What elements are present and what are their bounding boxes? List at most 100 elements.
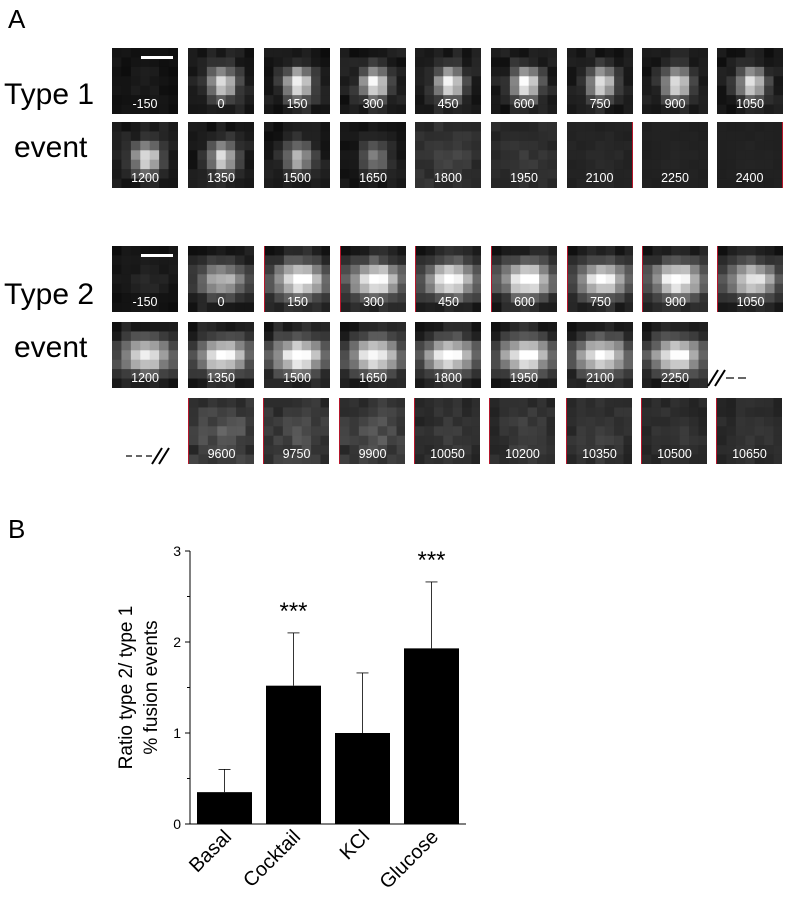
event-frame-tile: 450 xyxy=(415,48,481,114)
frame-time-label: 600 xyxy=(513,96,535,111)
granule-image xyxy=(642,322,708,388)
frame-time-label: 750 xyxy=(590,294,611,309)
frame-time-label: 2100 xyxy=(585,170,614,185)
y-tick-label: 3 xyxy=(173,543,181,559)
frame-time-label: 1200 xyxy=(131,370,159,385)
granule-image xyxy=(341,246,406,312)
granule-image xyxy=(340,398,405,464)
frame-time-label: 10650 xyxy=(732,446,767,461)
event-frame-tile: 1650 xyxy=(340,322,406,388)
granule-image xyxy=(491,48,557,114)
granule-image xyxy=(491,122,557,188)
frame-time-label: -150 xyxy=(132,96,158,111)
granule-image xyxy=(112,246,178,312)
event-frame-tile: 1200 xyxy=(112,122,178,188)
event-frame-tile: 2400 xyxy=(717,122,783,188)
granule-image xyxy=(415,398,480,464)
y-tick-label: 1 xyxy=(173,725,181,741)
granule-image xyxy=(264,122,330,188)
event-frame-tile: 150 xyxy=(264,48,330,114)
granule-image xyxy=(264,48,330,114)
x-category-label: Basal xyxy=(185,826,236,877)
frame-time-label: 10050 xyxy=(430,446,465,461)
frame-time-label: 2100 xyxy=(586,370,614,385)
frame-time-label: 1500 xyxy=(283,170,311,185)
frame-time-label: 1800 xyxy=(434,170,462,185)
y-tick-label: 2 xyxy=(173,634,181,650)
panel-a-letter: A xyxy=(8,4,26,34)
granule-image xyxy=(112,322,178,388)
significance-marker: *** xyxy=(279,598,307,625)
event-frame-tile: 1800 xyxy=(415,122,481,188)
frame-time-label: 10500 xyxy=(657,446,692,461)
event-frame-tile: 2250 xyxy=(642,322,708,388)
frame-time-label: 2400 xyxy=(735,170,764,185)
granule-image xyxy=(642,48,708,114)
event-frame-tile: 600 xyxy=(491,246,557,312)
x-category-label: Cocktail xyxy=(239,826,305,892)
frame-time-label: 1500 xyxy=(283,370,311,385)
event-frame-tile: 750 xyxy=(567,48,633,114)
granule-image xyxy=(265,246,330,312)
frame-time-label: 2250 xyxy=(661,370,689,385)
granule-image xyxy=(264,398,329,464)
granule-image xyxy=(567,398,632,464)
frame-time-label: 1950 xyxy=(510,170,538,185)
event-frame-tile: 1650 xyxy=(340,122,406,188)
granule-image xyxy=(567,322,633,388)
type1-label: Type 1 xyxy=(4,78,95,111)
event-frame-tile: 1350 xyxy=(188,322,254,388)
bar-kcl xyxy=(335,733,390,824)
granule-image xyxy=(112,48,178,114)
granule-image xyxy=(415,122,481,188)
frame-time-label: 9900 xyxy=(358,446,387,461)
frame-time-label: 900 xyxy=(665,294,686,309)
frame-time-label: 600 xyxy=(514,294,535,309)
frame-time-label: 10350 xyxy=(582,446,617,461)
event-frame-tile: 10200 xyxy=(489,398,555,464)
granule-image xyxy=(188,122,254,188)
event-frame-tile: 300 xyxy=(340,246,406,312)
granule-image xyxy=(717,48,783,114)
event-frame-tile: 10650 xyxy=(716,398,782,464)
frame-time-label: 150 xyxy=(286,96,308,111)
frame-time-label: 1650 xyxy=(359,170,387,185)
type2-event-label: event xyxy=(14,331,88,364)
granule-image xyxy=(717,122,782,188)
event-frame-tile: 600 xyxy=(491,48,557,114)
granule-image xyxy=(643,246,708,312)
scale-bar xyxy=(141,254,173,257)
frame-time-label: 1650 xyxy=(359,370,387,385)
event-frame-tile: 300 xyxy=(340,48,406,114)
event-frame-tile: 2250 xyxy=(642,122,708,188)
y-axis-label: Ratio type 2/ type 1 xyxy=(116,606,137,770)
granule-image xyxy=(416,246,481,312)
type2-label: Type 2 xyxy=(4,278,95,311)
event-frame-tile: 9600 xyxy=(188,398,254,464)
granule-image xyxy=(340,122,406,188)
event-frame-tile: -150 xyxy=(112,48,178,114)
frame-time-label: 0 xyxy=(217,294,225,309)
frame-time-label: 0 xyxy=(217,96,225,111)
panel-b-letter: B xyxy=(8,514,26,544)
frame-time-label: 1350 xyxy=(207,170,235,185)
bar-cocktail xyxy=(266,685,321,824)
event-frame-tile: 0 xyxy=(188,48,254,114)
frame-time-label: 10200 xyxy=(505,446,540,461)
event-frame-tile: 450 xyxy=(415,246,481,312)
event-frame-tile: 750 xyxy=(567,246,633,312)
granule-image xyxy=(415,48,481,114)
event-frame-tile: 1350 xyxy=(188,122,254,188)
frame-time-label: 150 xyxy=(287,294,308,309)
frame-time-label: 750 xyxy=(589,96,611,111)
event-frame-tile: 150 xyxy=(264,246,330,312)
row-break-mark-right xyxy=(707,369,746,387)
granule-image xyxy=(189,398,254,464)
event-frame-tile: 0 xyxy=(188,246,254,312)
event-frame-tile: 2100 xyxy=(567,122,633,188)
granule-image xyxy=(492,246,557,312)
row-break-mark-left xyxy=(126,447,170,465)
frame-time-label: 300 xyxy=(363,294,384,309)
event-frame-tile: 9750 xyxy=(263,398,329,464)
